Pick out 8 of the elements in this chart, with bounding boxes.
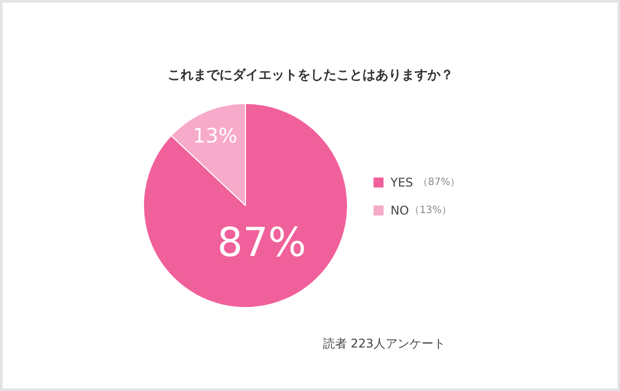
chart-title: これまでにダイエットをしたことはありますか？ — [168, 68, 454, 83]
text: 読者 223人アンケート — [322, 336, 446, 350]
text: （87%） — [418, 177, 460, 188]
legend-label: YES — [390, 176, 414, 190]
legend-label: NO — [390, 204, 409, 218]
data-label: 13% — [192, 123, 238, 148]
data-label: 87% — [217, 220, 306, 266]
text: （13%） — [410, 205, 452, 216]
